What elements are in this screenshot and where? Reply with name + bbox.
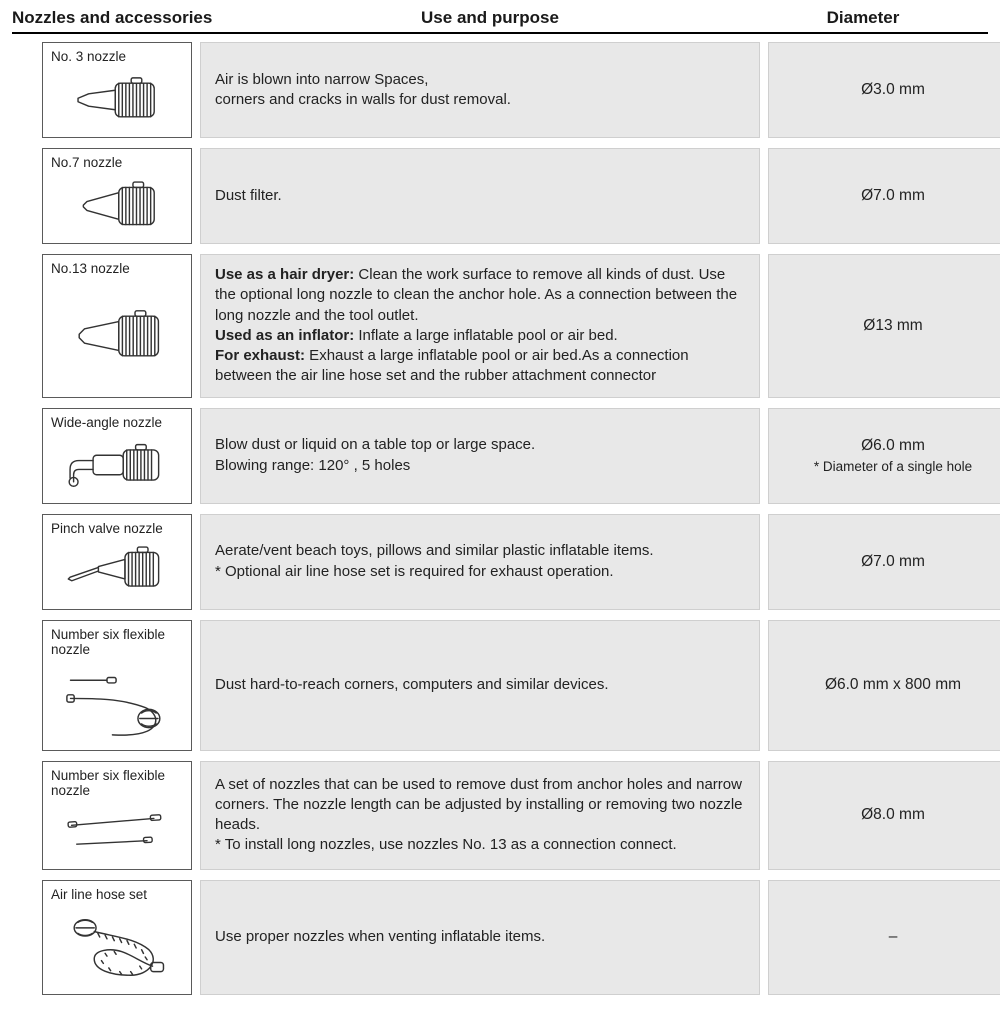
diameter-cell: Ø3.0 mm <box>768 42 1000 138</box>
nozzle-label: Number six flexible nozzle <box>51 627 183 658</box>
nozzle-7-icon <box>51 175 183 237</box>
purpose-cell: Blow dust or liquid on a table top or la… <box>200 408 760 504</box>
nozzle-cell: Number six flexible nozzle <box>42 620 192 751</box>
table-row: No.7 nozzle Dust filter. Ø7.0 mm <box>42 148 988 244</box>
diameter-value: Ø13 mm <box>863 317 922 335</box>
nozzle-cell: Number six flexible nozzle <box>42 761 192 870</box>
nozzle-label: Number six flexible nozzle <box>51 768 183 799</box>
purpose-text: Dust hard-to-reach corners, computers an… <box>215 675 609 695</box>
diameter-cell: – <box>768 880 1000 996</box>
nozzle-cell: No. 3 nozzle <box>42 42 192 138</box>
nozzle-rods-icon <box>51 803 183 863</box>
diameter-value: Ø7.0 mm <box>861 187 925 205</box>
purpose-cell: A set of nozzles that can be used to rem… <box>200 761 760 870</box>
diameter-value: – <box>889 928 898 946</box>
nozzle-label: No.13 nozzle <box>51 261 183 277</box>
purpose-text: Blow dust or liquid on a table top or la… <box>215 435 535 476</box>
nozzle-3-icon <box>51 69 183 131</box>
purpose-cell: Dust filter. <box>200 148 760 244</box>
purpose-cell: Aerate/vent beach toys, pillows and simi… <box>200 514 760 610</box>
air-hose-set-icon <box>51 906 183 988</box>
diameter-cell: Ø6.0 mm * Diameter of a single hole <box>768 408 1000 504</box>
table-row: No.13 nozzle Use as a hair dryer: Clean … <box>42 254 988 398</box>
diameter-value: Ø6.0 mm x 800 mm <box>825 676 961 694</box>
purpose-cell: Air is blown into narrow Spaces,corners … <box>200 42 760 138</box>
diameter-cell: Ø7.0 mm <box>768 148 1000 244</box>
nozzle-cell: Pinch valve nozzle <box>42 514 192 610</box>
nozzle-flex-hose-icon <box>51 662 183 744</box>
nozzle-cell: No.7 nozzle <box>42 148 192 244</box>
nozzle-label: No. 3 nozzle <box>51 49 183 65</box>
purpose-text: Air is blown into narrow Spaces,corners … <box>215 70 511 111</box>
header-col-diameter: Diameter <box>738 8 988 28</box>
purpose-cell: Use proper nozzles when venting inflatab… <box>200 880 760 996</box>
diameter-value: Ø6.0 mm <box>861 437 925 455</box>
nozzle-label: Wide-angle nozzle <box>51 415 183 431</box>
nozzle-cell: Wide-angle nozzle <box>42 408 192 504</box>
nozzle-cell: Air line hose set <box>42 880 192 996</box>
diameter-value: Ø8.0 mm <box>861 806 925 824</box>
purpose-text: Aerate/vent beach toys, pillows and simi… <box>215 541 654 582</box>
nozzle-label: Pinch valve nozzle <box>51 521 183 537</box>
table-row: Wide-angle nozzle Blow dust or liquid on… <box>42 408 988 504</box>
nozzle-pinch-icon <box>51 540 183 602</box>
diameter-cell: Ø13 mm <box>768 254 1000 398</box>
nozzle-cell: No.13 nozzle <box>42 254 192 398</box>
purpose-text: Use proper nozzles when venting inflatab… <box>215 927 545 947</box>
diameter-cell: Ø7.0 mm <box>768 514 1000 610</box>
nozzle-label: No.7 nozzle <box>51 155 183 171</box>
table-row: Air line hose set Use proper nozzles whe… <box>42 880 988 996</box>
table-body: No. 3 nozzle Air is blown into narrow Sp… <box>12 34 988 995</box>
purpose-cell: Use as a hair dryer: Clean the work surf… <box>200 254 760 398</box>
table-row: Number six flexible nozzle A set of nozz… <box>42 761 988 870</box>
table-row: Pinch valve nozzle Aerate/vent beach toy… <box>42 514 988 610</box>
header-col-purpose: Use and purpose <box>250 8 730 28</box>
table-row: No. 3 nozzle Air is blown into narrow Sp… <box>42 42 988 138</box>
purpose-text: A set of nozzles that can be used to rem… <box>215 775 745 856</box>
purpose-cell: Dust hard-to-reach corners, computers an… <box>200 620 760 751</box>
purpose-text: Dust filter. <box>215 186 282 206</box>
diameter-value: Ø3.0 mm <box>861 81 925 99</box>
table-row: Number six flexible nozzle Dust hard-to-… <box>42 620 988 751</box>
diameter-value: Ø7.0 mm <box>861 553 925 571</box>
diameter-note: * Diameter of a single hole <box>814 459 972 474</box>
table-header: Nozzles and accessories Use and purpose … <box>12 6 988 34</box>
nozzle-13-icon <box>51 281 183 391</box>
nozzle-label: Air line hose set <box>51 887 183 903</box>
purpose-text: Use as a hair dryer: Clean the work surf… <box>215 265 745 387</box>
diameter-cell: Ø8.0 mm <box>768 761 1000 870</box>
diameter-cell: Ø6.0 mm x 800 mm <box>768 620 1000 751</box>
header-col-nozzles: Nozzles and accessories <box>12 8 242 28</box>
nozzle-wide-icon <box>51 434 183 496</box>
